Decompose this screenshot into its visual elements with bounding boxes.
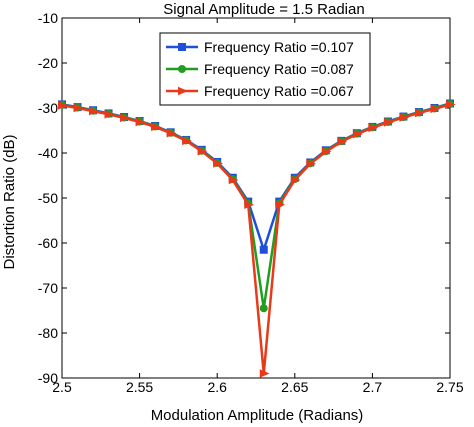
- series-marker: [89, 106, 99, 116]
- series-marker: [178, 65, 186, 73]
- series-marker: [446, 100, 456, 109]
- chart-title: Signal Amplitude = 1.5 Radian: [163, 1, 364, 18]
- x-tick-label: 2.75: [436, 379, 463, 395]
- series-marker: [135, 117, 146, 127]
- series-marker: [321, 147, 332, 156]
- x-tick-label: 2.6: [207, 379, 227, 395]
- series-marker: [430, 104, 441, 114]
- y-tick-label: -60: [38, 235, 58, 251]
- x-axis-title: Modulation Amplitude (Radians): [151, 407, 364, 424]
- legend-label: Frequency Ratio =0.107: [204, 39, 354, 55]
- series-marker: [151, 122, 161, 132]
- y-axis-title: Distortion Ratio (dB): [1, 134, 18, 269]
- x-tick-label: 2.65: [281, 379, 308, 395]
- series-marker: [259, 245, 268, 254]
- legend-label: Frequency Ratio =0.067: [204, 83, 354, 99]
- y-tick-label: -40: [38, 145, 58, 161]
- series-marker: [73, 103, 84, 113]
- series-marker: [275, 200, 286, 210]
- series-marker: [399, 113, 410, 122]
- y-tick-label: -20: [38, 55, 58, 71]
- series-marker: [244, 200, 254, 210]
- x-tick-label: 2.55: [126, 379, 153, 395]
- series-layer: [58, 99, 456, 378]
- series-marker: [178, 43, 186, 51]
- y-tick-label: -90: [38, 370, 58, 386]
- legend-label: Frequency Ratio =0.087: [204, 61, 354, 77]
- series-marker: [166, 128, 177, 138]
- y-tick-label: -30: [38, 100, 58, 116]
- y-tick-label: -10: [38, 10, 58, 26]
- y-tick-label: -50: [38, 190, 58, 206]
- legend: Frequency Ratio =0.107 Frequency Ratio =0…: [159, 32, 371, 106]
- series-marker: [197, 146, 208, 156]
- y-tick-label: -80: [38, 325, 58, 341]
- x-tick-label: 2.5: [52, 379, 72, 395]
- series-marker: [306, 159, 317, 169]
- series-marker: [290, 175, 301, 185]
- series-marker: [213, 159, 223, 168]
- series-marker: [352, 129, 363, 139]
- series-marker: [368, 123, 379, 133]
- series-marker: [259, 304, 268, 313]
- series-marker: [337, 137, 348, 147]
- series-marker: [414, 108, 425, 118]
- series-marker: [58, 101, 68, 110]
- series-marker: [120, 113, 130, 123]
- series-group: [58, 100, 456, 378]
- y-tick-label: -70: [38, 280, 58, 296]
- series-marker: [228, 175, 239, 185]
- x-tick-label: 2.7: [363, 379, 383, 395]
- series-marker: [178, 86, 188, 96]
- series-marker: [182, 136, 192, 146]
- series-marker: [104, 110, 115, 119]
- series-marker: [383, 118, 394, 127]
- series-marker: [259, 369, 270, 378]
